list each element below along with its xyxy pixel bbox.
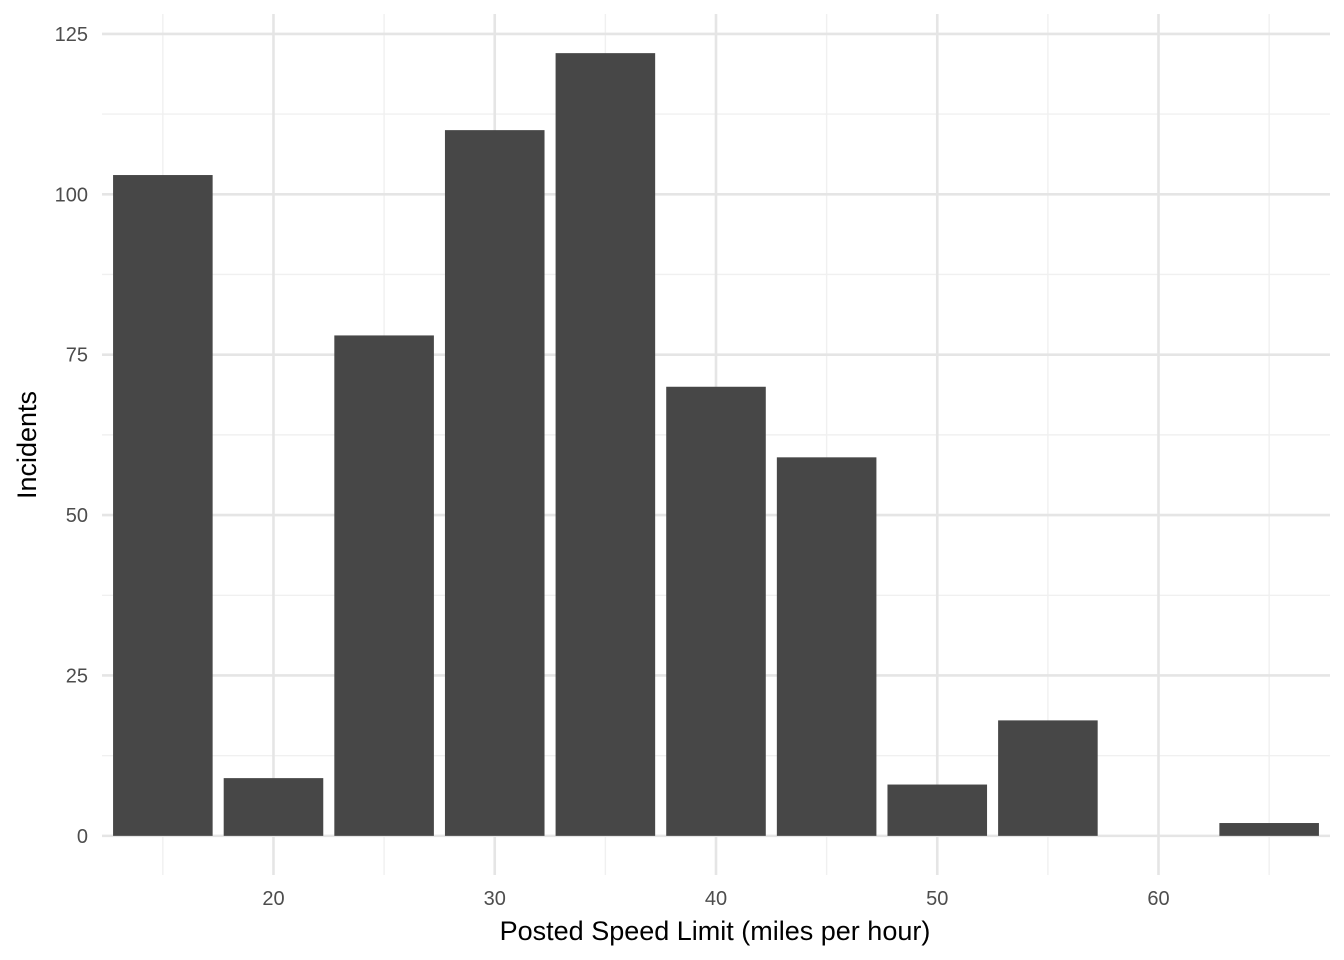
x-tick-label: 40 <box>705 888 727 910</box>
y-tick-label: 125 <box>55 24 88 46</box>
x-axis-tick-labels: 20 30 40 50 60 <box>262 888 1169 910</box>
y-tick-label: 100 <box>55 184 88 206</box>
x-tick-label: 60 <box>1147 888 1169 910</box>
bar <box>223 778 324 836</box>
x-tick-label: 20 <box>262 888 284 910</box>
y-tick-label: 25 <box>66 665 88 687</box>
bar <box>444 130 545 836</box>
x-tick-label: 30 <box>484 888 506 910</box>
bar <box>113 175 213 836</box>
bar <box>555 53 656 836</box>
bar <box>998 720 1098 836</box>
bar <box>334 335 434 836</box>
x-axis-title: Posted Speed Limit (miles per hour) <box>500 916 931 946</box>
y-axis-title: Incidents <box>12 391 42 499</box>
y-tick-label: 50 <box>66 505 88 527</box>
y-tick-label: 75 <box>66 345 88 367</box>
y-axis-tick-labels: 0 25 50 75 100 125 <box>55 24 88 848</box>
bar <box>887 784 988 836</box>
bar <box>1219 823 1319 836</box>
bar <box>666 386 766 836</box>
x-tick-label: 50 <box>926 888 948 910</box>
bar <box>776 457 877 836</box>
y-tick-label: 0 <box>77 826 88 848</box>
bars <box>113 53 1319 836</box>
